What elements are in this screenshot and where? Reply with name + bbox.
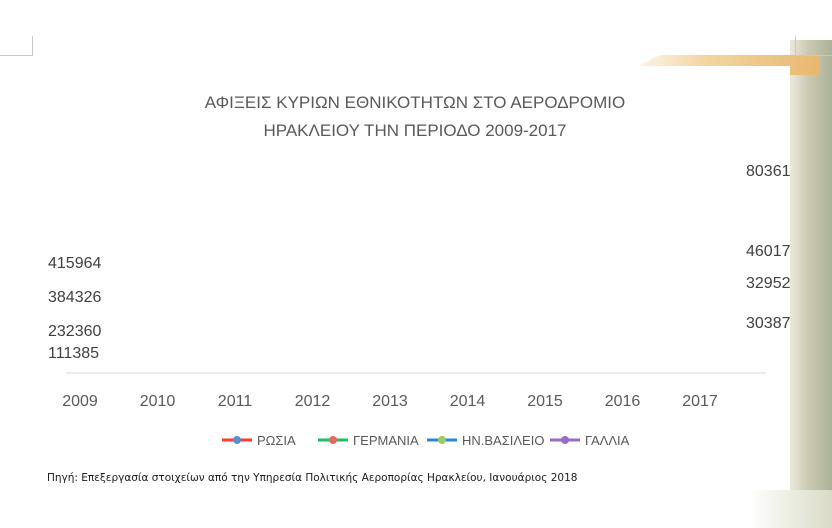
- crop-mark: [795, 36, 796, 56]
- legend-swatch-marker: [438, 436, 446, 444]
- page-margin-bottom: [0, 490, 832, 528]
- data-label: 232360: [48, 323, 101, 340]
- data-label: 384326: [48, 289, 101, 306]
- legend-label: ΗΝ.ΒΑΣΙΛΕΙΟ: [462, 433, 544, 448]
- legend: ΡΩΣΙΑ ΓΕΡΜΑΝΙΑ ΗΝ.ΒΑΣΙΛΕΙΟ ΓΑΛΛΙΑ: [222, 433, 630, 448]
- line-chart: ΑΦΙΞΕΙΣ ΚΥΡΙΩΝ ΕΘΝΙΚΟΤΗΤΩΝ ΣΤΟ ΑΕΡΟΔΡΟΜΙ…: [48, 93, 790, 448]
- x-tick-label: 2010: [140, 393, 176, 410]
- crop-mark: [795, 55, 832, 56]
- x-axis-ticks: 2009 2010 2011 2012 2013 2014 2015 2016 2017: [62, 393, 718, 410]
- x-tick-label: 2015: [527, 393, 563, 410]
- page-margin-left: [0, 0, 40, 528]
- legend-label: ΓΕΡΜΑΝΙΑ: [353, 433, 419, 448]
- x-tick-label: 2017: [682, 393, 718, 410]
- data-label: 303870: [746, 315, 790, 332]
- data-label: 460179: [746, 243, 790, 260]
- x-tick-label: 2009: [62, 393, 98, 410]
- crop-mark: [32, 36, 33, 56]
- crop-mark: [0, 55, 32, 56]
- data-labels: 415964 384326 232360 111385 803615 460179 3295…: [48, 163, 790, 362]
- legend-label: ΓΑΛΛΙΑ: [585, 433, 630, 448]
- data-label: 415964: [48, 255, 101, 272]
- chart-title-line-2: ΗΡΑΚΛΕΙΟΥ ΤΗΝ ΠΕΡΙΟΔΟ 2009-2017: [263, 121, 566, 140]
- x-tick-label: 2013: [372, 393, 408, 410]
- x-tick-label: 2011: [218, 393, 253, 410]
- data-label: 111385: [48, 345, 99, 362]
- chart-title-line-1: ΑΦΙΞΕΙΣ ΚΥΡΙΩΝ ΕΘΝΙΚΟΤΗΤΩΝ ΣΤΟ ΑΕΡΟΔΡΟΜΙ…: [205, 93, 625, 112]
- legend-label: ΡΩΣΙΑ: [257, 433, 296, 448]
- x-tick-label: 2014: [450, 393, 486, 410]
- chart-panel: ΑΦΙΞΕΙΣ ΚΥΡΙΩΝ ΕΘΝΙΚΟΤΗΤΩΝ ΣΤΟ ΑΕΡΟΔΡΟΜΙ…: [40, 66, 790, 490]
- x-tick-label: 2016: [605, 393, 641, 410]
- legend-swatch-marker: [233, 436, 241, 444]
- legend-swatch-marker: [561, 436, 569, 444]
- slide-background-decoration: [790, 40, 832, 528]
- data-label: 329527: [746, 275, 790, 292]
- source-note: Πηγή: Επεξεργασία στοιχείων από την Υπηρ…: [47, 472, 578, 484]
- legend-swatch-marker: [329, 436, 337, 444]
- x-tick-label: 2012: [295, 393, 331, 410]
- data-label: 803615: [746, 163, 790, 180]
